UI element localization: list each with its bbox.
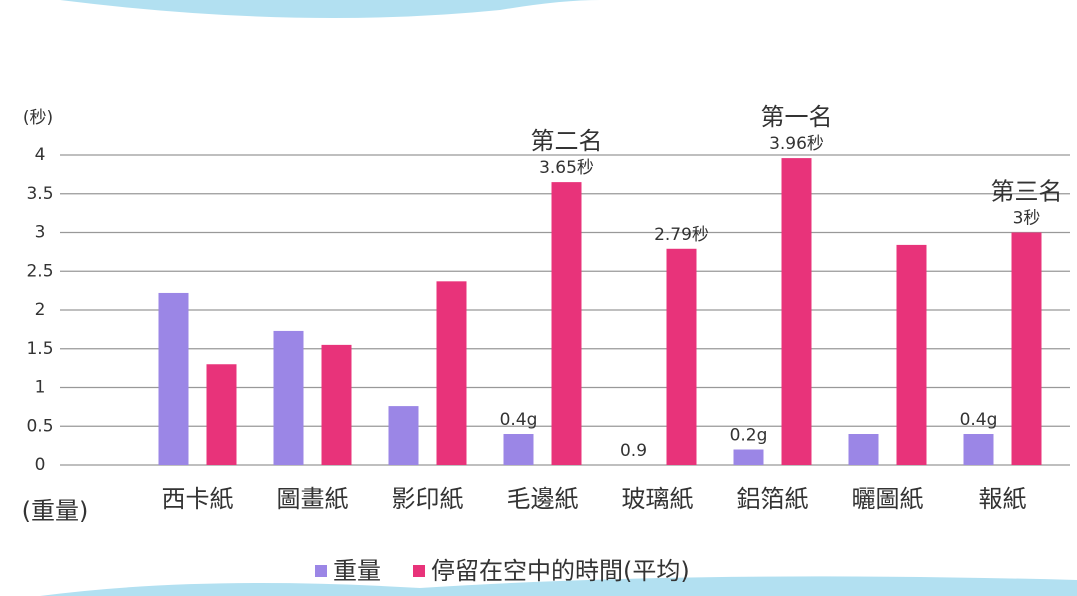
bar — [1011, 232, 1042, 465]
bar — [503, 434, 534, 465]
value-label: 2.79秒 — [654, 225, 709, 245]
value-label: 0.2g — [730, 426, 768, 446]
bar — [896, 244, 927, 465]
bar — [321, 344, 352, 465]
value-label: 3.96秒 — [769, 134, 824, 154]
bar — [551, 182, 582, 465]
y-tick-label: 4 — [35, 145, 46, 165]
x-tick-label: 玻璃紙 — [622, 485, 694, 513]
legend: 重量 停留在空中的時間(平均) — [315, 557, 690, 585]
bar — [273, 330, 304, 465]
y-tick-label: 1.5 — [26, 339, 53, 359]
x-tick-label: 影印紙 — [392, 485, 464, 513]
x-tick-label: 圖畫紙 — [277, 485, 349, 513]
legend-label: 重量 — [333, 557, 381, 585]
y-tick-label: 3 — [35, 223, 46, 243]
legend-swatch — [315, 565, 327, 577]
x-tick-label: 曬圖紙 — [852, 485, 924, 513]
y-axis-label: (秒) — [23, 108, 53, 128]
rank-label: 第一名 — [761, 103, 833, 131]
rank-label: 第三名 — [991, 178, 1063, 206]
bar — [436, 281, 467, 465]
bar — [848, 434, 879, 465]
x-tick-label: 西卡紙 — [162, 485, 234, 513]
x-tick-label: 鋁箔紙 — [737, 485, 809, 513]
y-tick-label: 2 — [35, 300, 46, 320]
y-tick-label: 0.5 — [26, 416, 53, 436]
value-label: 0.9 — [620, 441, 647, 461]
bar — [733, 449, 764, 465]
decoration — [60, 0, 600, 18]
bar — [388, 406, 419, 465]
x-tick-label: 報紙 — [979, 485, 1027, 513]
bar — [781, 158, 812, 465]
y-tick-label: 0 — [35, 455, 46, 475]
value-label: 0.4g — [960, 410, 998, 430]
value-label: 3.65秒 — [539, 158, 594, 178]
bar — [206, 364, 237, 465]
bar — [963, 434, 994, 465]
y-tick-label: 1 — [35, 378, 46, 398]
rank-label: 第二名 — [531, 127, 603, 155]
decoration — [40, 576, 1077, 596]
y-tick-label: 2.5 — [26, 261, 53, 281]
y-tick-label: 3.5 — [26, 184, 53, 204]
bar — [666, 248, 697, 465]
value-label: 3秒 — [1013, 209, 1041, 229]
legend-label: 停留在空中的時間(平均) — [431, 557, 690, 585]
x-axis-label: (重量) — [22, 497, 89, 525]
value-label: 0.4g — [500, 410, 538, 430]
x-tick-label: 毛邊紙 — [507, 485, 579, 513]
bar — [158, 292, 189, 465]
legend-swatch — [413, 565, 425, 577]
